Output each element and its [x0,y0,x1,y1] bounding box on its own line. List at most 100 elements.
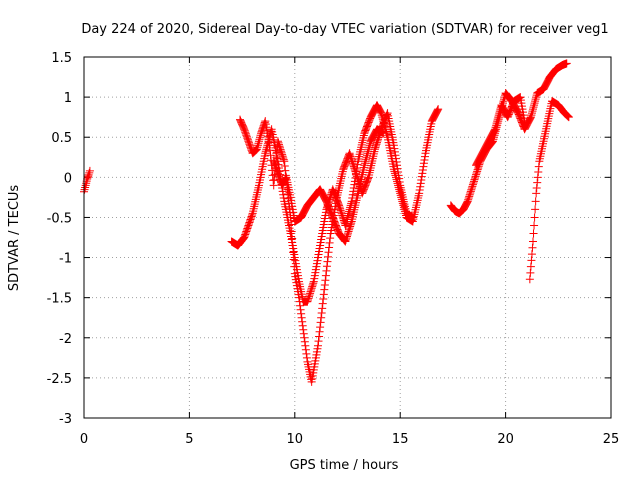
data-point [525,275,534,284]
data-point [527,256,536,265]
data-point [325,243,334,252]
data-point [297,309,306,318]
data-point [326,234,335,243]
data-point [323,257,332,266]
data-point [277,147,286,156]
data-point [534,167,543,176]
data-point [341,221,350,230]
data-point [281,166,290,175]
data-point [493,115,502,124]
data-point [349,160,358,169]
data-point [471,172,480,181]
series-f [525,97,573,284]
x-tick-label: 10 [287,432,304,447]
data-point [492,121,501,130]
data-point [254,139,263,148]
data-point [377,111,386,120]
y-tick-label: 0.5 [51,131,72,146]
data-point [563,112,572,121]
data-point [563,111,572,120]
data-point [395,174,404,183]
data-point [302,349,311,358]
data-point [298,317,307,326]
data-point [318,299,327,308]
data-point [315,332,324,341]
data-point [343,213,352,222]
data-point [365,141,374,150]
data-point [531,95,540,104]
data-point [324,248,333,257]
data-point [529,229,538,238]
data-point [317,313,326,322]
data-point [499,97,508,106]
data-point [319,295,328,304]
data-point [534,162,543,171]
data-point [392,157,401,166]
data-point [364,145,373,154]
data-point [349,162,358,171]
data-point [462,199,471,208]
data-point [336,204,345,213]
data-point [280,161,289,170]
data-point [348,157,357,166]
data-point [562,111,571,120]
data-point [346,150,355,159]
data-point [493,117,502,126]
data-point [275,142,284,151]
data-point [494,113,503,122]
data-point [261,149,270,158]
data-point [394,167,403,176]
data-point [344,211,353,220]
data-point [81,183,90,192]
data-point [346,152,355,161]
data-point [360,159,369,168]
data-point [269,176,278,185]
data-point [341,235,350,244]
data-point [295,297,304,306]
data-point [344,229,353,238]
data-point [466,187,475,196]
data-point [363,149,372,158]
data-point [238,235,247,244]
data-point [325,238,334,247]
data-point [342,234,351,243]
data-point [296,305,305,314]
x-tick-label: 15 [392,432,409,447]
data-point [269,181,278,190]
data-point [529,105,538,114]
y-tick-label: 1.5 [51,51,72,66]
data-point [336,206,345,215]
x-axis-label: GPS time / hours [290,458,399,473]
data-point [346,220,355,229]
y-tick-label: -3 [59,412,72,427]
data-point [304,294,313,303]
data-point [463,197,472,206]
data-point [527,250,536,259]
data-point [337,209,346,218]
data-point [301,341,310,350]
data-point [361,157,370,166]
y-tick-label: -2 [59,332,72,347]
data-point [408,213,417,222]
data-point [520,117,529,126]
data-point [418,169,427,178]
data-point [533,173,542,182]
data-point [350,164,359,173]
data-point [318,304,327,313]
data-point [253,141,262,150]
y-tick-label: -1.5 [47,292,72,307]
data-point [364,174,373,183]
y-tick-label: -2.5 [47,372,72,387]
data-point [468,182,477,191]
data-point [337,208,346,217]
data-point [307,284,316,293]
data-point [347,199,356,208]
data-point [470,175,479,184]
data-point [528,243,537,252]
data-point [526,113,535,122]
data-point [490,127,499,136]
data-point [473,167,482,176]
data-point [279,153,288,162]
data-point [322,262,331,271]
data-point [314,337,323,346]
